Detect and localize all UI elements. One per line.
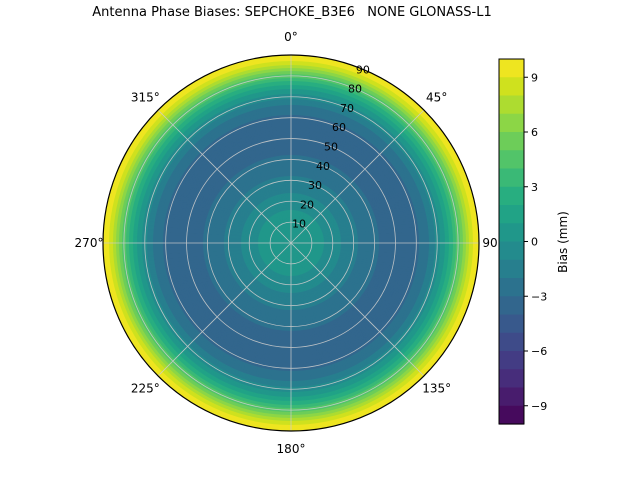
radial-tick-label: 60 xyxy=(332,121,346,134)
colorbar-axis-label: Bias (mm) xyxy=(556,211,570,273)
radial-tick-label: 40 xyxy=(316,160,330,173)
angular-tick-labels: 0° 45° 90° 135° 180° 225° 270° 315° xyxy=(75,30,504,456)
colorbar-tick-label: −3 xyxy=(531,290,547,303)
radial-tick-label: 30 xyxy=(308,179,322,192)
angular-tick-label: 180° xyxy=(277,442,306,456)
colorbar-tick-label: 0 xyxy=(531,236,538,249)
colorbar-tick-label: −6 xyxy=(531,345,547,358)
radial-tick-label: 90 xyxy=(356,63,370,76)
radial-tick-label: 20 xyxy=(300,198,314,211)
angular-tick-label: 135° xyxy=(422,382,451,396)
angular-tick-label: 315° xyxy=(131,90,160,104)
radial-tick-label: 10 xyxy=(292,218,306,231)
angular-tick-label: 90° xyxy=(482,236,503,250)
radial-tick-labels: 10 20 30 40 50 60 70 80 90 xyxy=(292,63,370,230)
angular-tick-label: 45° xyxy=(426,90,447,104)
radial-tick-label: 70 xyxy=(340,102,354,115)
chart-title: Antenna Phase Biases: SEPCHOKE_B3E6 NONE… xyxy=(92,5,492,20)
angular-tick-label: 225° xyxy=(131,382,160,396)
polar-outline xyxy=(102,54,480,432)
polar-grid xyxy=(103,55,479,431)
colorbar-tick-label: −9 xyxy=(531,400,547,413)
radial-tick-label: 80 xyxy=(348,83,362,96)
colorbar-tick-label: 6 xyxy=(531,126,538,139)
colorbar-tick-label: 9 xyxy=(531,71,538,84)
angular-tick-label: 270° xyxy=(75,236,104,250)
radial-tick-label: 50 xyxy=(324,141,338,154)
angular-tick-label: 0° xyxy=(284,30,298,44)
colorbar: 9 6 3 0 −3 −6 −9 Bias (mm) xyxy=(498,58,570,425)
colorbar-tick-label: 3 xyxy=(531,181,538,194)
